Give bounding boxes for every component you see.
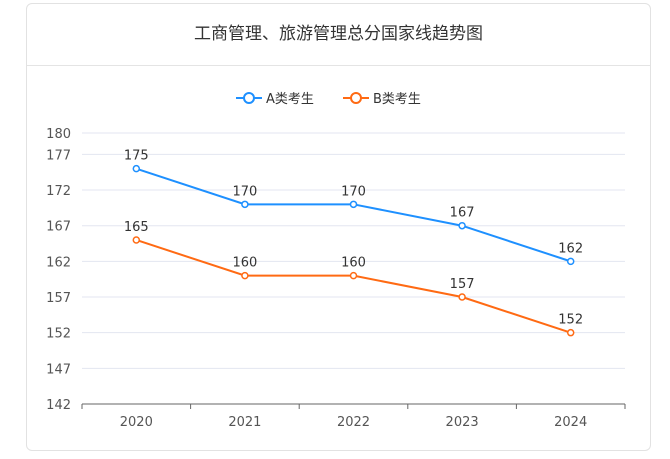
y-tick-label: 177 <box>46 148 71 163</box>
data-point <box>458 293 466 301</box>
y-tick-label: 172 <box>46 184 71 199</box>
x-tick-label: 2021 <box>228 415 261 430</box>
data-label: 175 <box>124 149 149 164</box>
data-label: 160 <box>341 256 366 271</box>
data-point <box>349 200 358 209</box>
data-label: 165 <box>124 220 149 235</box>
data-label: 170 <box>232 184 257 199</box>
data-label: 157 <box>450 277 475 292</box>
data-label: 152 <box>558 313 583 328</box>
y-tick-label: 157 <box>46 291 71 306</box>
data-label: 160 <box>232 256 257 271</box>
legend-label: A类考生 <box>266 92 314 107</box>
data-point <box>566 257 575 266</box>
chart-card: 工商管理、旅游管理总分国家线趋势图 <box>26 3 651 451</box>
x-tick-label: 2024 <box>554 415 587 430</box>
x-tick-label: 2020 <box>120 415 153 430</box>
chart-title: 工商管理、旅游管理总分国家线趋势图 <box>27 4 650 66</box>
y-tick-label: 180 <box>46 127 71 142</box>
legend-label: B类考生 <box>373 92 421 107</box>
series-line <box>135 239 572 334</box>
legend-circle-icon <box>350 92 362 104</box>
data-point <box>132 164 141 173</box>
y-tick-label: 162 <box>46 255 71 270</box>
data-point <box>458 221 466 230</box>
data-point <box>566 328 575 337</box>
data-label: 167 <box>450 206 475 221</box>
data-point <box>241 271 249 280</box>
legend-circle-icon <box>243 92 255 104</box>
data-point <box>349 271 358 280</box>
y-tick-label: 152 <box>46 327 71 342</box>
x-tick-label: 2022 <box>337 415 370 430</box>
data-point <box>132 236 141 244</box>
y-tick-label: 147 <box>46 362 71 377</box>
series-line <box>135 167 572 263</box>
x-tick-label: 2023 <box>446 415 479 430</box>
data-label: 170 <box>341 184 366 199</box>
data-point <box>241 200 249 209</box>
data-label: 162 <box>558 241 583 256</box>
y-tick-label: 167 <box>46 220 71 235</box>
y-tick-label: 142 <box>46 398 71 413</box>
